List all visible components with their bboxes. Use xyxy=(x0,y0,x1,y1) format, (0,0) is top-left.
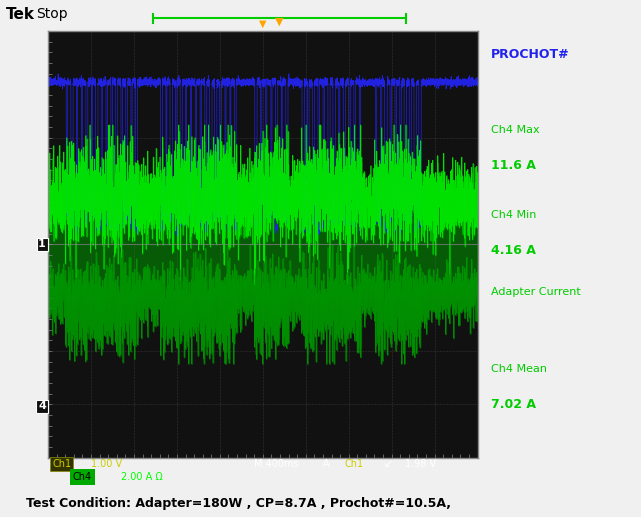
Text: 7.02 A: 7.02 A xyxy=(490,398,536,411)
Text: Tek: Tek xyxy=(6,7,35,22)
Text: 4.16 A: 4.16 A xyxy=(490,245,535,257)
Text: 4: 4 xyxy=(38,401,46,412)
Text: 1.98 V: 1.98 V xyxy=(404,459,436,469)
Text: 1.00 V: 1.00 V xyxy=(91,459,122,469)
Text: Ch1: Ch1 xyxy=(53,459,72,469)
Text: 1: 1 xyxy=(38,239,46,249)
Text: PROCHOT#: PROCHOT# xyxy=(490,48,569,61)
Text: Test Condition: Adapter=180W , CP=8.7A , Prochot#=10.5A,: Test Condition: Adapter=180W , CP=8.7A ,… xyxy=(26,497,451,510)
Text: ▼: ▼ xyxy=(259,19,267,29)
Text: 11.6 A: 11.6 A xyxy=(490,159,535,172)
Text: Ch1: Ch1 xyxy=(344,459,363,469)
Text: Ch4 Mean: Ch4 Mean xyxy=(490,364,547,374)
Text: Ch4: Ch4 xyxy=(73,472,92,482)
Text: A: A xyxy=(323,459,329,469)
Text: Ch4 Min: Ch4 Min xyxy=(490,210,536,220)
Text: Ch4 Max: Ch4 Max xyxy=(490,125,539,135)
Text: ↙: ↙ xyxy=(383,459,392,469)
Text: Stop: Stop xyxy=(36,7,67,21)
Text: Adapter Current: Adapter Current xyxy=(490,287,580,297)
Text: 2.00 A Ω: 2.00 A Ω xyxy=(121,472,163,482)
Text: ▼: ▼ xyxy=(275,17,283,27)
Text: M 400ms: M 400ms xyxy=(254,459,299,469)
